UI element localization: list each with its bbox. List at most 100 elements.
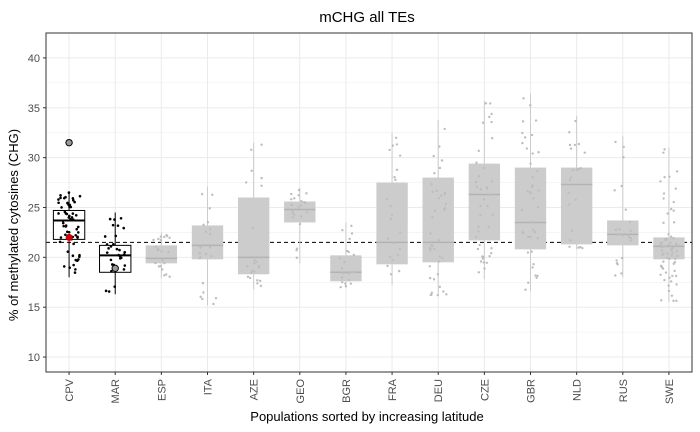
data-point bbox=[428, 249, 432, 252]
data-point bbox=[260, 184, 263, 187]
data-point bbox=[529, 235, 532, 239]
data-point bbox=[531, 184, 534, 187]
box-gbr bbox=[514, 167, 547, 250]
data-point bbox=[622, 145, 625, 149]
data-point bbox=[675, 283, 678, 286]
data-point bbox=[672, 200, 675, 204]
background-points-layer bbox=[152, 97, 679, 306]
data-point bbox=[71, 212, 75, 215]
data-point bbox=[113, 218, 116, 221]
data-point bbox=[69, 217, 72, 221]
outlier-point bbox=[111, 264, 119, 273]
highlighted-points-layer bbox=[57, 138, 127, 293]
data-point bbox=[163, 261, 166, 265]
data-point bbox=[160, 250, 163, 253]
data-point bbox=[395, 168, 399, 172]
data-point bbox=[78, 253, 81, 257]
data-point bbox=[73, 200, 76, 204]
data-point bbox=[672, 299, 675, 303]
data-point bbox=[346, 272, 350, 275]
data-point bbox=[438, 255, 441, 258]
data-point bbox=[290, 203, 294, 207]
data-point bbox=[390, 213, 394, 216]
data-point bbox=[569, 147, 573, 150]
data-point bbox=[523, 136, 527, 139]
data-point bbox=[432, 278, 436, 281]
data-point bbox=[339, 285, 342, 289]
data-point bbox=[65, 230, 69, 234]
data-point bbox=[62, 196, 66, 200]
data-point bbox=[628, 220, 632, 224]
data-point bbox=[116, 224, 120, 227]
data-point bbox=[478, 243, 481, 247]
data-point bbox=[250, 271, 253, 274]
data-point bbox=[260, 176, 263, 180]
data-point bbox=[76, 236, 79, 239]
data-point bbox=[445, 293, 448, 296]
data-point bbox=[483, 167, 486, 170]
x-tick-label-deu: DEU bbox=[433, 379, 445, 402]
data-point bbox=[429, 232, 432, 235]
data-point bbox=[530, 220, 533, 224]
x-tick-label-bgr: BGR bbox=[341, 379, 353, 403]
box-bgr bbox=[330, 255, 362, 282]
data-point bbox=[629, 237, 632, 240]
data-point bbox=[67, 191, 71, 194]
data-point bbox=[201, 281, 205, 285]
data-point bbox=[676, 244, 679, 247]
data-point bbox=[535, 276, 538, 280]
data-point bbox=[159, 238, 163, 242]
data-point bbox=[163, 235, 166, 239]
data-point bbox=[304, 201, 307, 205]
data-point bbox=[531, 266, 534, 269]
data-point bbox=[397, 269, 401, 273]
data-point bbox=[340, 267, 344, 270]
data-point bbox=[568, 143, 572, 147]
data-point bbox=[490, 180, 493, 183]
data-point bbox=[398, 247, 402, 251]
x-tick-label-cpv: CPV bbox=[64, 378, 76, 401]
x-axis-title: Populations sorted by increasing latitud… bbox=[250, 409, 483, 424]
data-point bbox=[118, 248, 121, 252]
y-tick-label: 35 bbox=[28, 103, 40, 115]
data-point bbox=[660, 241, 664, 244]
data-point bbox=[482, 198, 486, 201]
data-point bbox=[477, 225, 480, 228]
data-point bbox=[624, 208, 627, 211]
data-point bbox=[475, 185, 479, 189]
data-point bbox=[154, 261, 157, 265]
y-axis: 10 15 20 25 30 35 40 bbox=[28, 53, 46, 364]
data-point bbox=[389, 217, 393, 221]
data-point bbox=[57, 198, 60, 201]
data-point bbox=[574, 198, 577, 201]
data-point bbox=[338, 256, 342, 260]
data-point bbox=[575, 168, 579, 171]
data-point bbox=[198, 245, 201, 248]
data-point bbox=[299, 215, 303, 218]
data-point bbox=[568, 179, 572, 182]
data-point bbox=[443, 127, 446, 131]
data-point bbox=[161, 258, 164, 262]
data-point bbox=[440, 159, 444, 162]
data-point bbox=[660, 299, 663, 302]
data-point bbox=[666, 212, 669, 215]
data-point bbox=[484, 102, 488, 105]
x-tick-label-mar: MAR bbox=[110, 379, 122, 404]
data-point bbox=[70, 216, 74, 219]
data-point bbox=[350, 224, 353, 228]
data-point bbox=[476, 247, 480, 251]
data-point bbox=[488, 115, 491, 119]
data-point bbox=[61, 221, 65, 225]
data-point bbox=[386, 264, 389, 268]
data-point bbox=[577, 142, 581, 146]
data-point bbox=[475, 161, 478, 164]
data-point bbox=[666, 256, 669, 260]
data-point bbox=[485, 186, 489, 189]
data-point bbox=[159, 235, 163, 238]
data-point bbox=[672, 237, 675, 240]
data-point bbox=[433, 171, 436, 175]
data-point bbox=[488, 255, 491, 258]
data-point bbox=[491, 213, 494, 216]
data-point bbox=[435, 189, 438, 193]
data-point bbox=[305, 210, 309, 214]
